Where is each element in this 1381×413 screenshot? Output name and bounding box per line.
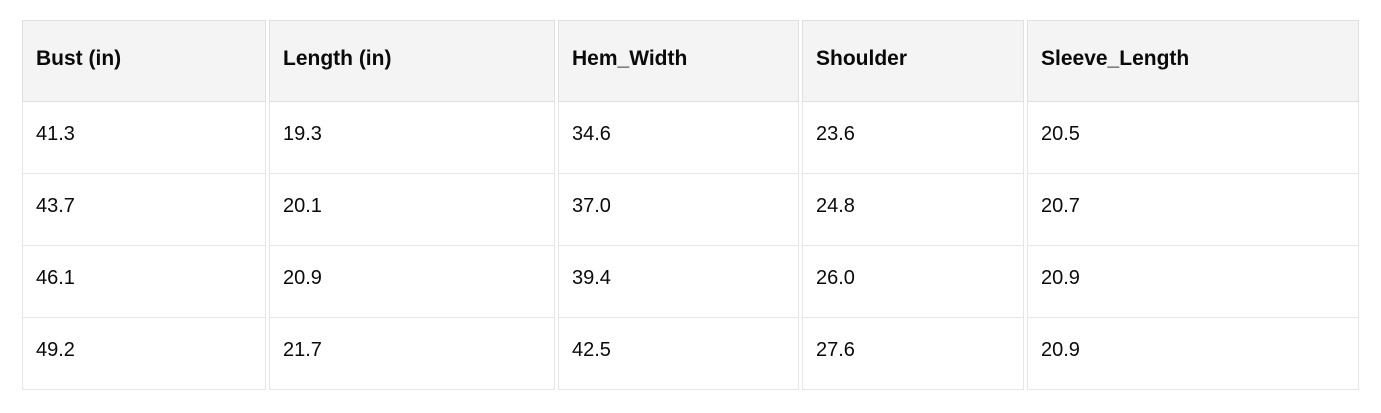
table-cell: 20.5 <box>1027 102 1359 174</box>
table-cell: 20.9 <box>269 246 555 318</box>
table-cell: 39.4 <box>558 246 799 318</box>
table-row: 43.7 20.1 37.0 24.8 20.7 <box>22 174 1359 246</box>
table-cell: 20.9 <box>1027 318 1359 390</box>
table-row: 41.3 19.3 34.6 23.6 20.5 <box>22 102 1359 174</box>
table-cell: 19.3 <box>269 102 555 174</box>
table-container: Bust (in) Length (in) Hem_Width Shoulder… <box>19 20 1362 390</box>
measurements-table: Bust (in) Length (in) Hem_Width Shoulder… <box>19 20 1362 390</box>
table-cell: 41.3 <box>22 102 266 174</box>
table-cell: 27.6 <box>802 318 1024 390</box>
header-cell-sleeve-length: Sleeve_Length <box>1027 20 1359 102</box>
table-cell: 37.0 <box>558 174 799 246</box>
header-cell-hem-width: Hem_Width <box>558 20 799 102</box>
header-cell-length: Length (in) <box>269 20 555 102</box>
table-cell: 21.7 <box>269 318 555 390</box>
table-cell: 20.1 <box>269 174 555 246</box>
table-cell: 49.2 <box>22 318 266 390</box>
table-cell: 43.7 <box>22 174 266 246</box>
header-cell-shoulder: Shoulder <box>802 20 1024 102</box>
table-cell: 20.7 <box>1027 174 1359 246</box>
table-cell: 23.6 <box>802 102 1024 174</box>
table-cell: 46.1 <box>22 246 266 318</box>
header-row: Bust (in) Length (in) Hem_Width Shoulder… <box>22 20 1359 102</box>
table-cell: 20.9 <box>1027 246 1359 318</box>
table-cell: 26.0 <box>802 246 1024 318</box>
table-cell: 34.6 <box>558 102 799 174</box>
table-row: 49.2 21.7 42.5 27.6 20.9 <box>22 318 1359 390</box>
header-cell-bust: Bust (in) <box>22 20 266 102</box>
table-cell: 42.5 <box>558 318 799 390</box>
table-row: 46.1 20.9 39.4 26.0 20.9 <box>22 246 1359 318</box>
table-cell: 24.8 <box>802 174 1024 246</box>
